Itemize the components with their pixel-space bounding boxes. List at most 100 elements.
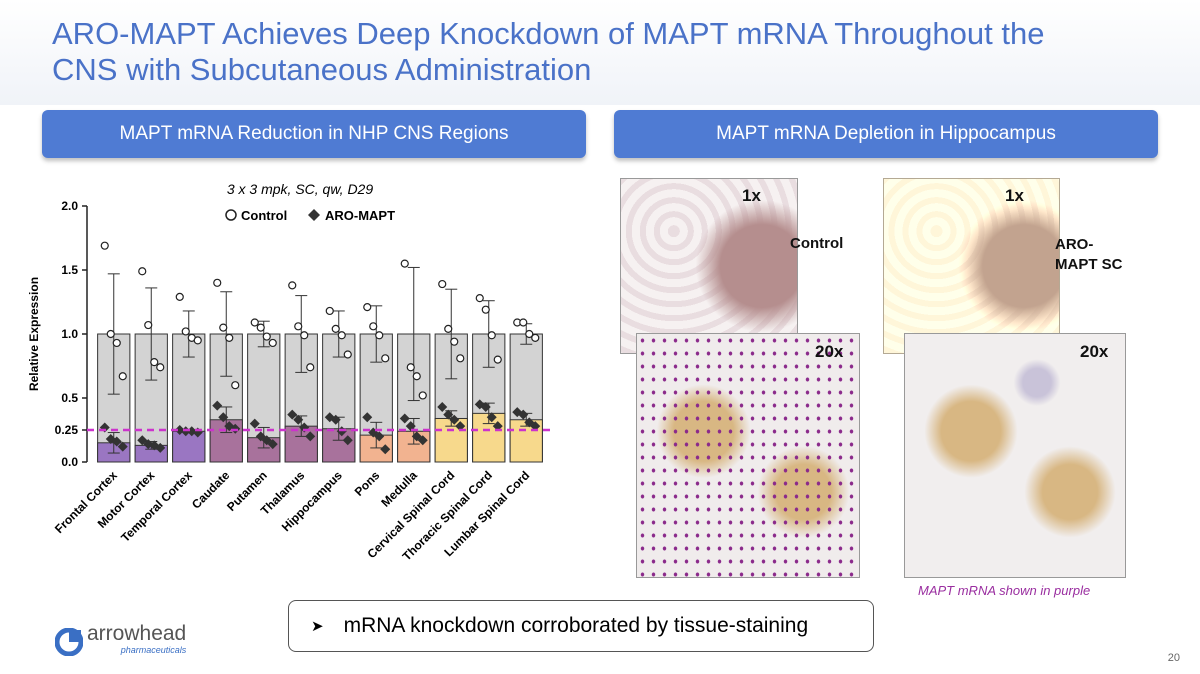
data-point: [475, 294, 484, 303]
data-point: [375, 331, 384, 340]
data-point: [487, 331, 496, 340]
data-point: [138, 267, 147, 276]
bullet-box: ➤ mRNA knockdown corroborated by tissue-s…: [288, 600, 874, 652]
panel-label: ARO-MAPT SC: [1055, 236, 1123, 273]
data-point: [418, 391, 427, 400]
data-point: [493, 355, 502, 364]
zoom-label: 1x: [1005, 186, 1024, 205]
zoom-label: 20x: [815, 342, 844, 361]
section-header: MAPT mRNA Reduction in NHP CNS Regions: [42, 110, 586, 158]
section-header: MAPT mRNA Depletion in Hippocampus: [614, 110, 1158, 158]
data-point: [331, 324, 340, 333]
data-point: [231, 381, 240, 390]
data-point: [369, 322, 378, 331]
legend-label: Control: [241, 208, 287, 223]
micrograph: [620, 178, 798, 354]
data-point: [449, 414, 460, 425]
slide-title: ARO-MAPT Achieves Deep Knockdown of MAPT…: [52, 16, 1045, 87]
data-point: [325, 306, 334, 316]
data-point: [250, 318, 259, 327]
y-tick-label: 1.5: [61, 263, 78, 277]
micrograph: [883, 178, 1060, 354]
data-point: [112, 338, 121, 348]
y-tick-label: 0.0: [61, 455, 78, 469]
micrograph: [636, 333, 860, 578]
data-point: [144, 320, 153, 330]
y-tick-label: 2.0: [61, 199, 78, 213]
data-point: [455, 421, 466, 432]
zoom-label: 20x: [1080, 342, 1109, 361]
data-point: [267, 439, 278, 450]
data-point: [305, 431, 316, 442]
x-tick-label: Temporal Cortex: [118, 468, 195, 545]
data-point: [443, 409, 454, 420]
data-point: [212, 400, 223, 411]
data-point: [118, 372, 127, 381]
data-point: [492, 421, 503, 432]
data-point: [412, 372, 421, 381]
data-point: [175, 292, 184, 301]
logo-text: arrowhead pharmaceuticals: [87, 622, 187, 658]
data-point: [531, 333, 540, 342]
data-point: [249, 418, 260, 429]
data-point: [337, 331, 346, 340]
title-band: [0, 0, 1200, 105]
data-point: [193, 336, 202, 345]
data-point: [268, 338, 277, 348]
data-point: [150, 358, 159, 367]
data-point: [437, 401, 448, 412]
page-number: 20: [1167, 652, 1180, 664]
data-point: [480, 401, 491, 412]
data-point: [106, 329, 115, 339]
x-tick-label: Frontal Cortex: [52, 468, 120, 536]
data-point: [438, 279, 447, 289]
subtitle: 3 x 3 mpk, SC, qw, D29: [227, 181, 373, 197]
data-point: [525, 329, 534, 339]
data-point: [417, 435, 428, 446]
data-point: [218, 412, 229, 423]
data-point: [380, 444, 391, 455]
logo-name: arrowhead: [87, 622, 187, 645]
data-point: [519, 318, 528, 327]
data-point: [530, 421, 541, 432]
bullet-text: mRNA knockdown corroborated by tissue-st…: [343, 614, 809, 637]
panel-label: Control: [790, 235, 844, 252]
data-point: [306, 363, 315, 372]
x-tick-label: Pons: [352, 468, 383, 499]
data-point: [342, 435, 353, 446]
data-point: [225, 333, 234, 342]
data-point: [450, 337, 459, 346]
data-point: [293, 414, 304, 425]
data-point: [456, 354, 465, 363]
y-tick-label: 1.0: [61, 327, 78, 341]
data-point: [155, 442, 166, 453]
data-point: [156, 363, 165, 372]
y-tick-label: 0.25: [55, 423, 79, 437]
data-point: [100, 241, 109, 250]
data-point: [288, 281, 297, 290]
data-point: [486, 412, 497, 423]
data-point: [381, 354, 390, 363]
data-point: [256, 323, 265, 332]
y-tick-label: 0.5: [61, 391, 78, 405]
caption: MAPT mRNA shown in purple: [918, 583, 1091, 598]
data-point: [362, 412, 373, 423]
data-point: [518, 409, 529, 420]
data-point: [343, 350, 352, 359]
logo-icon: [55, 628, 83, 656]
bullet-icon: ➤: [311, 618, 324, 635]
data-point: [363, 303, 372, 312]
data-point: [406, 363, 415, 372]
chart: 3 x 3 mpk, SC, qw, D29 Control ARO-MAPT Rel…: [27, 181, 553, 563]
data-point: [405, 421, 416, 432]
logo-sub: pharmaceuticals: [120, 645, 187, 655]
data-point: [374, 431, 385, 442]
zoom-label: 1x: [742, 186, 761, 205]
data-point: [399, 413, 410, 424]
legend-label: ARO-MAPT: [325, 208, 395, 223]
data-point: [287, 409, 298, 420]
data-point: [300, 331, 309, 340]
data-point: [330, 414, 341, 425]
data-point: [117, 441, 128, 452]
